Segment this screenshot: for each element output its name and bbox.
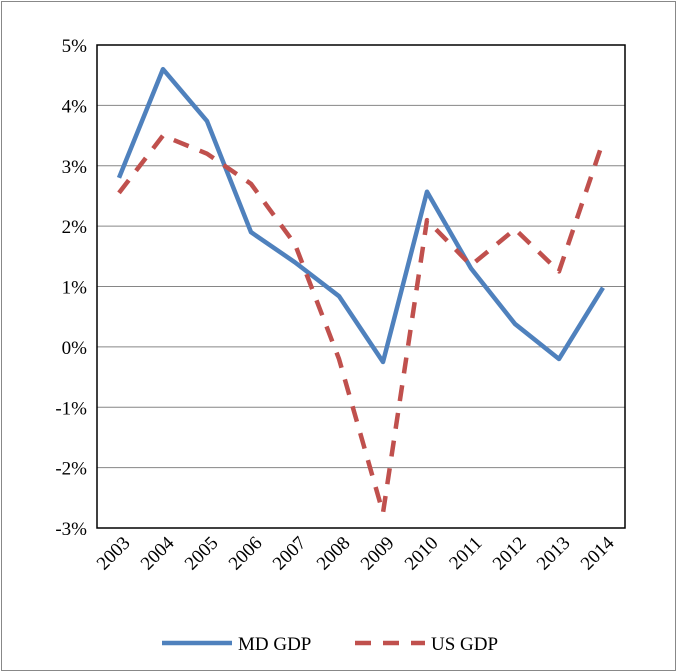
y-tick-label: 2% [62, 217, 88, 238]
legend-label: US GDP [431, 634, 498, 655]
y-tick-label: 5% [62, 36, 88, 57]
y-tick-label: -3% [55, 519, 87, 540]
y-tick-label: -2% [55, 459, 87, 480]
legend-label: MD GDP [238, 634, 311, 655]
y-tick-label: 4% [62, 96, 88, 117]
plot-area [96, 44, 626, 529]
y-tick-label: 3% [62, 157, 88, 178]
series-line [116, 66, 605, 365]
series-line [117, 133, 606, 516]
y-tick-label: 1% [62, 278, 88, 299]
y-tick-label: -1% [55, 398, 87, 419]
y-tick-label: 0% [62, 338, 88, 359]
